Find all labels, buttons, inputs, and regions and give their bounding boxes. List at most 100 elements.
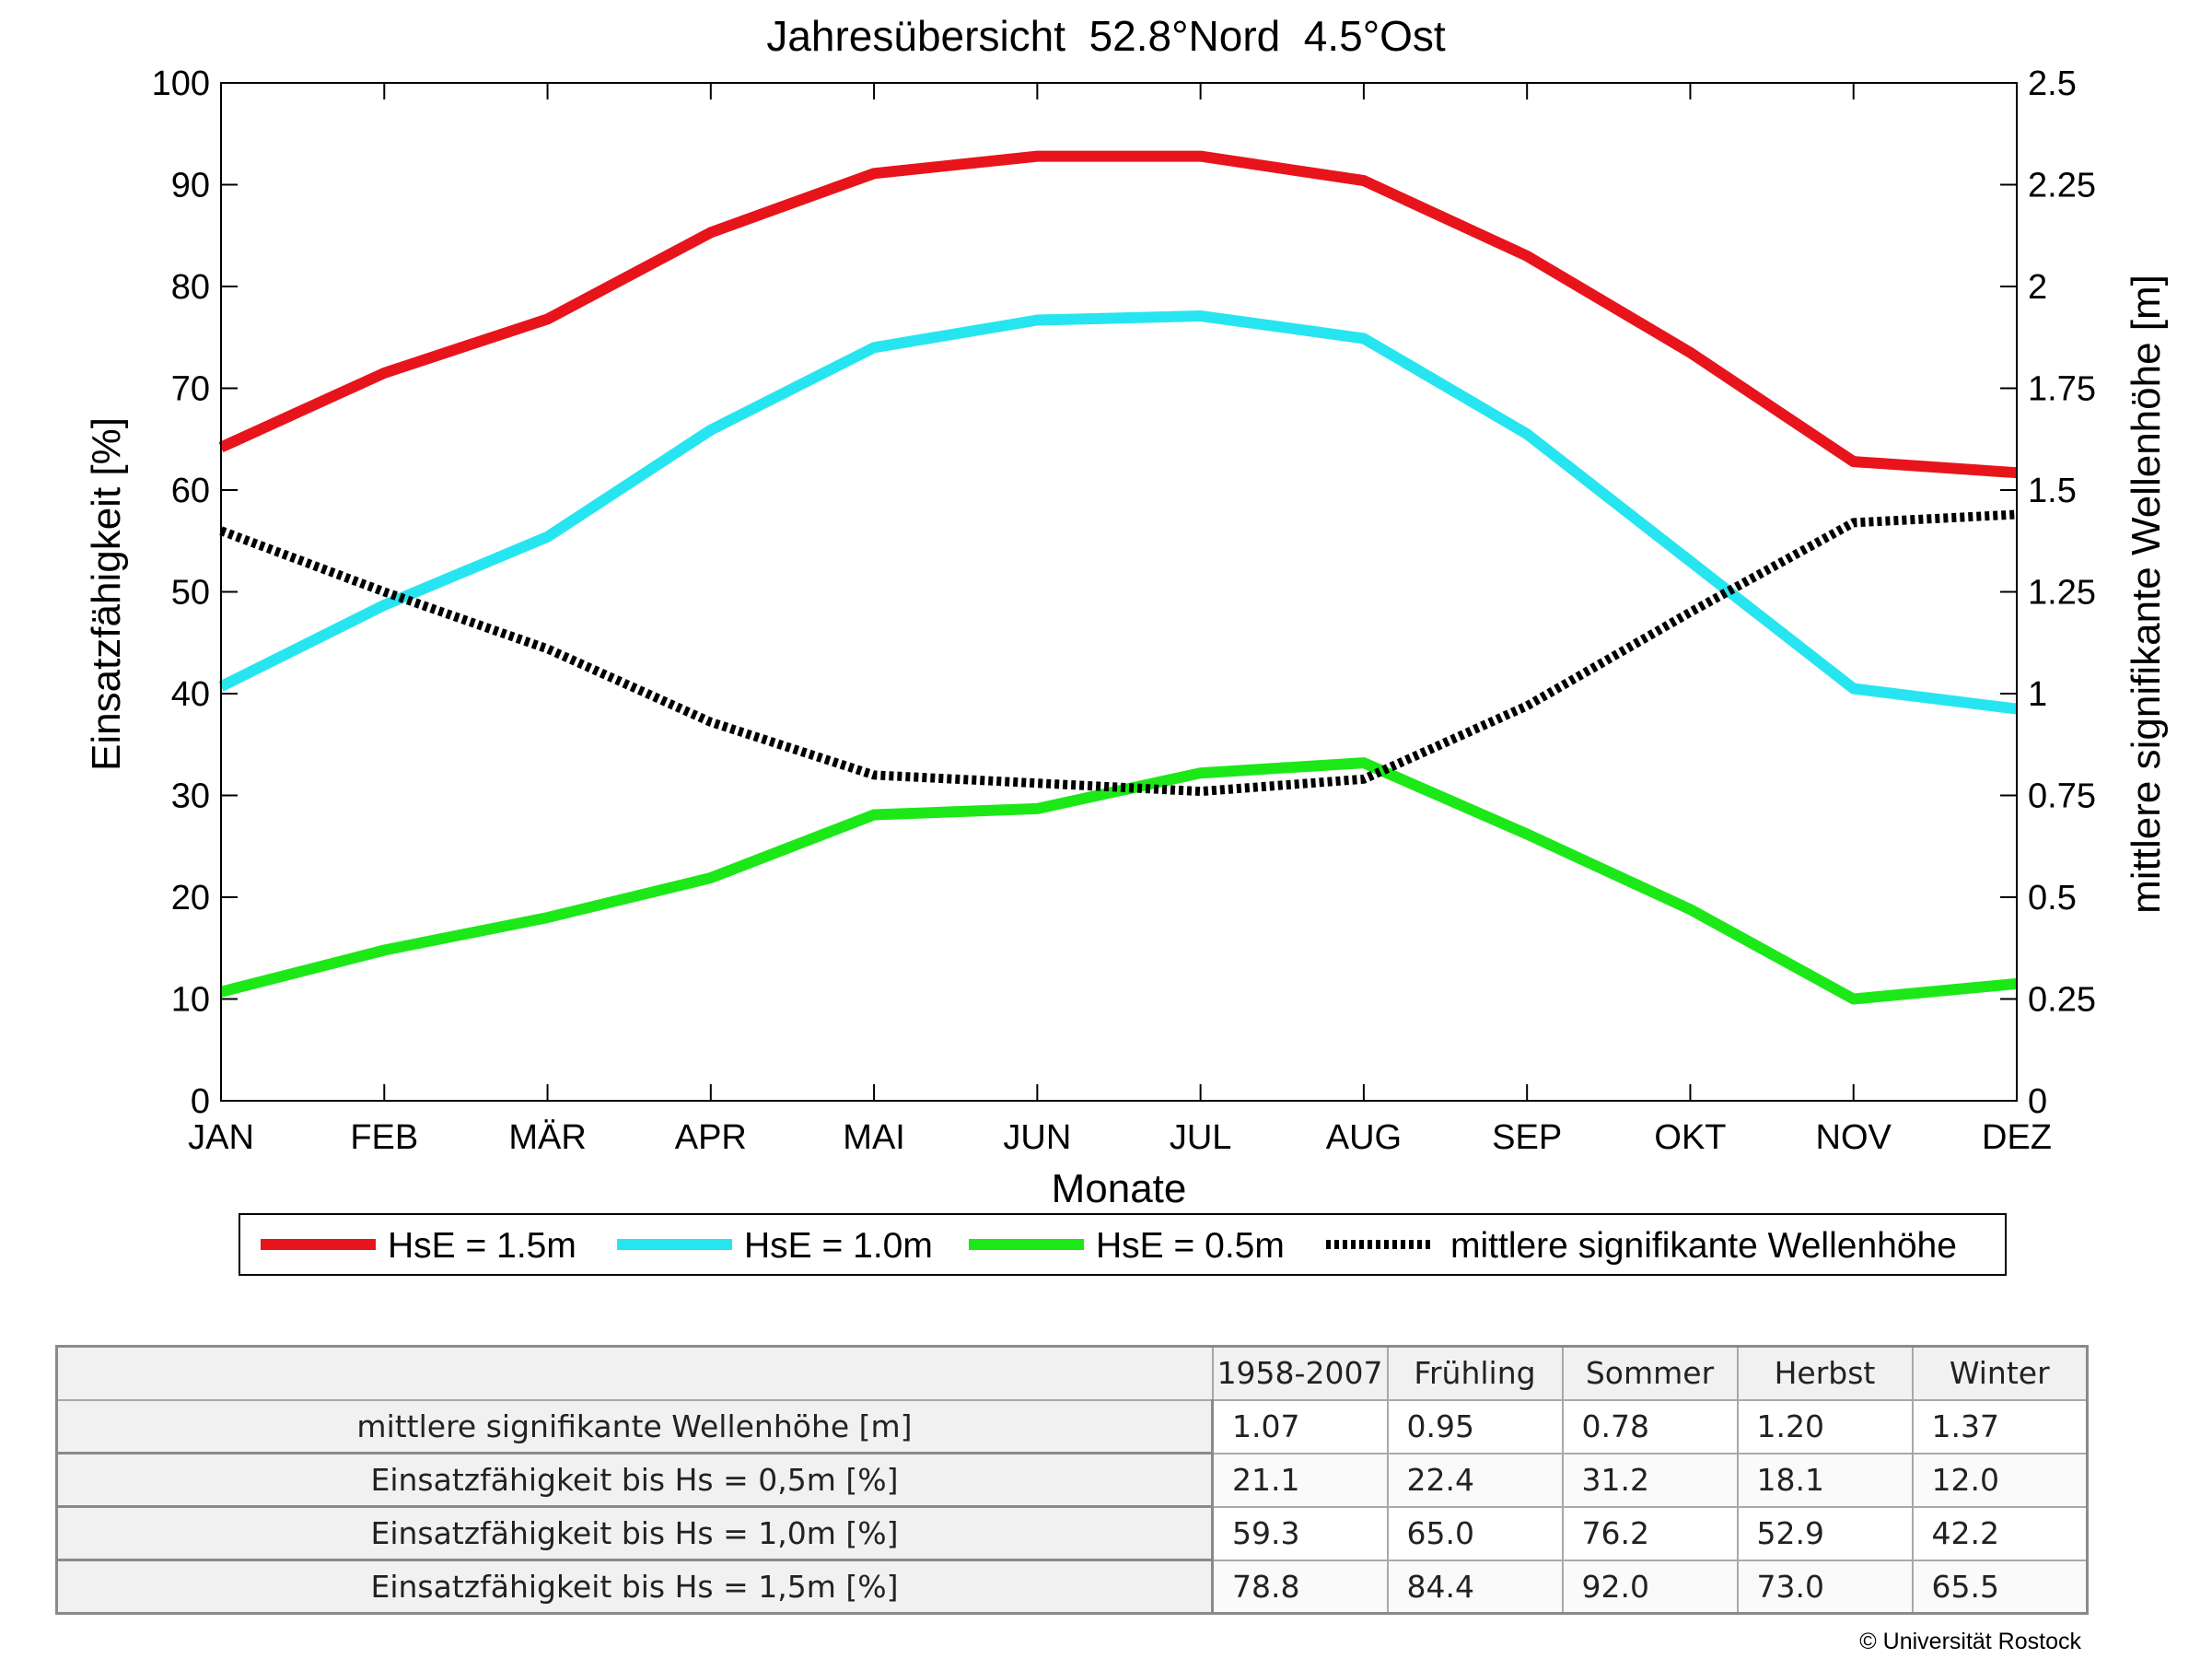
series-3-point [1363,778,1365,780]
series-line-0 [218,150,2018,479]
table-row-label: Einsatzfähigkeit bis Hs = 0,5m [%] [55,1452,1214,1508]
table-cell: 22.4 [1386,1452,1564,1508]
series-2-point [1526,833,1528,835]
table-header-cell: Winter [1911,1345,2089,1401]
table-cell: 0.78 [1561,1398,1739,1455]
series-2-point [383,949,385,951]
series-1-point [1689,560,1691,562]
y-tick-label: 80 [171,268,210,307]
table-cell: 92.0 [1561,1559,1739,1615]
series-0-point [1853,461,1855,462]
series-1-point [1526,433,1528,435]
series-1-point [1200,315,1202,317]
series-3-point [1036,782,1038,784]
series-3-point [710,721,712,723]
x-tick-label: MÄR [508,1118,586,1157]
table-cell: 1.20 [1736,1398,1914,1455]
x-tick-label: AUG [1326,1118,1402,1157]
plot-frame [220,82,2018,1102]
series-0-point [1200,156,1202,158]
y2-tick-label: 1.75 [2028,370,2096,409]
legend-label-3: mittlere signifikante Wellenhöhe [1450,1226,1957,1266]
y-tick-label: 0 [191,1082,210,1121]
chart: Jahresübersicht 52.8°Nord 4.5°Ost 010203… [84,12,2169,1276]
y2-tick-label: 2 [2028,268,2047,307]
table-cell: 1.37 [1911,1398,2089,1455]
table-cell: 1.07 [1211,1398,1389,1455]
x-axis-title: Monate [1052,1166,1187,1211]
series-2-point [1689,908,1691,910]
series-1-point [1036,319,1038,321]
series-3-point [1689,612,1691,613]
table-cell: 0.95 [1386,1398,1564,1455]
x-tick-label: APR [675,1118,747,1157]
series-3-point [1200,790,1202,792]
table-cell: 18.1 [1736,1452,1914,1508]
table-cell: 59.3 [1211,1505,1389,1561]
legend-box [239,1213,2007,1276]
y-tick-label: 10 [171,981,210,1020]
x-tick-label: JUN [1003,1118,1071,1157]
y2-axis-title: mittlere signifikante Wellenhöhe [m] [2124,275,2169,914]
y2-tick-label: 0.75 [2028,777,2096,816]
series-0-point [873,172,875,174]
series-0-point [710,231,712,233]
series-2-point [1363,762,1365,764]
table-cell: 42.2 [1911,1505,2089,1561]
y-tick-label: 90 [171,167,210,205]
series-1-point [547,536,549,538]
x-tick-label: NOV [1816,1118,1892,1157]
legend: HsE = 1.5m HsE = 1.0m HsE = 0.5m mittlere s… [239,1213,2007,1276]
series-3-point [1853,521,1855,523]
plot-series [218,150,2018,1005]
x-tick-label: DEZ [1982,1118,2052,1157]
x-tick-label: JUL [1170,1118,1232,1157]
legend-label-1: HsE = 1.0m [744,1226,933,1266]
series-2-point [1200,772,1202,774]
y2-tick-label: 0.5 [2028,879,2077,917]
series-line-1 [218,310,2018,715]
table-cell: 21.1 [1211,1452,1389,1508]
series-line-3 [219,509,2018,797]
series-2-point [710,877,712,879]
y-tick-label: 60 [171,472,210,510]
table-corner-cell [55,1345,1214,1401]
y-axis-title: Einsatzfähigkeit [%] [84,417,129,771]
y-tick-label: 50 [171,574,210,613]
y2-tick-label: 0.25 [2028,981,2096,1020]
series-2-point [1036,808,1038,810]
table-cell: 52.9 [1736,1505,1914,1561]
series-1-point [1853,687,1855,689]
y-tick-label: 100 [152,64,210,103]
table-row: Einsatzfähigkeit bis Hs = 1,0m [%] 59.3 65… [55,1505,2089,1561]
table-row: mittlere signifikante Wellenhöhe [m] 1.07… [55,1398,2089,1455]
x-tick-label: SEP [1492,1118,1562,1157]
series-3-point [873,774,875,776]
series-0-point [547,318,549,320]
table-row-label: mittlere signifikante Wellenhöhe [m] [55,1398,1214,1455]
statistics-table: 1958-2007 Frühling Sommer Herbst Winter mitt… [55,1345,2089,1615]
series-3-point [383,591,385,593]
table-cell: 73.0 [1736,1559,1914,1615]
series-0-point [1363,180,1365,181]
legend-label-2: HsE = 0.5m [1096,1226,1285,1266]
series-0-point [1689,352,1691,354]
series-1-point [383,604,385,606]
table-header-cell: 1958-2007 [1211,1345,1389,1401]
y2-tick-label: 2.25 [2028,167,2096,205]
table-row-label: Einsatzfähigkeit bis Hs = 1,5m [%] [55,1559,1214,1615]
series-2-point [873,813,875,815]
y-tick-label: 20 [171,879,210,917]
y2-tick-label: 2.5 [2028,64,2077,103]
y-tick-label: 30 [171,777,210,816]
x-tick-label: OKT [1654,1118,1726,1157]
table-header-cell: Herbst [1736,1345,1914,1401]
table-row: Einsatzfähigkeit bis Hs = 1,5m [%] 78.8 84… [55,1559,2089,1615]
legend-label-0: HsE = 1.5m [388,1226,576,1266]
series-line-2 [219,757,2018,1005]
table-cell: 84.4 [1386,1559,1564,1615]
y2-tick-label: 1.25 [2028,574,2096,613]
table-header-cell: Sommer [1561,1345,1739,1401]
table-header-row: 1958-2007 Frühling Sommer Herbst Winter [55,1345,2089,1401]
y-tick-label: 70 [171,370,210,409]
